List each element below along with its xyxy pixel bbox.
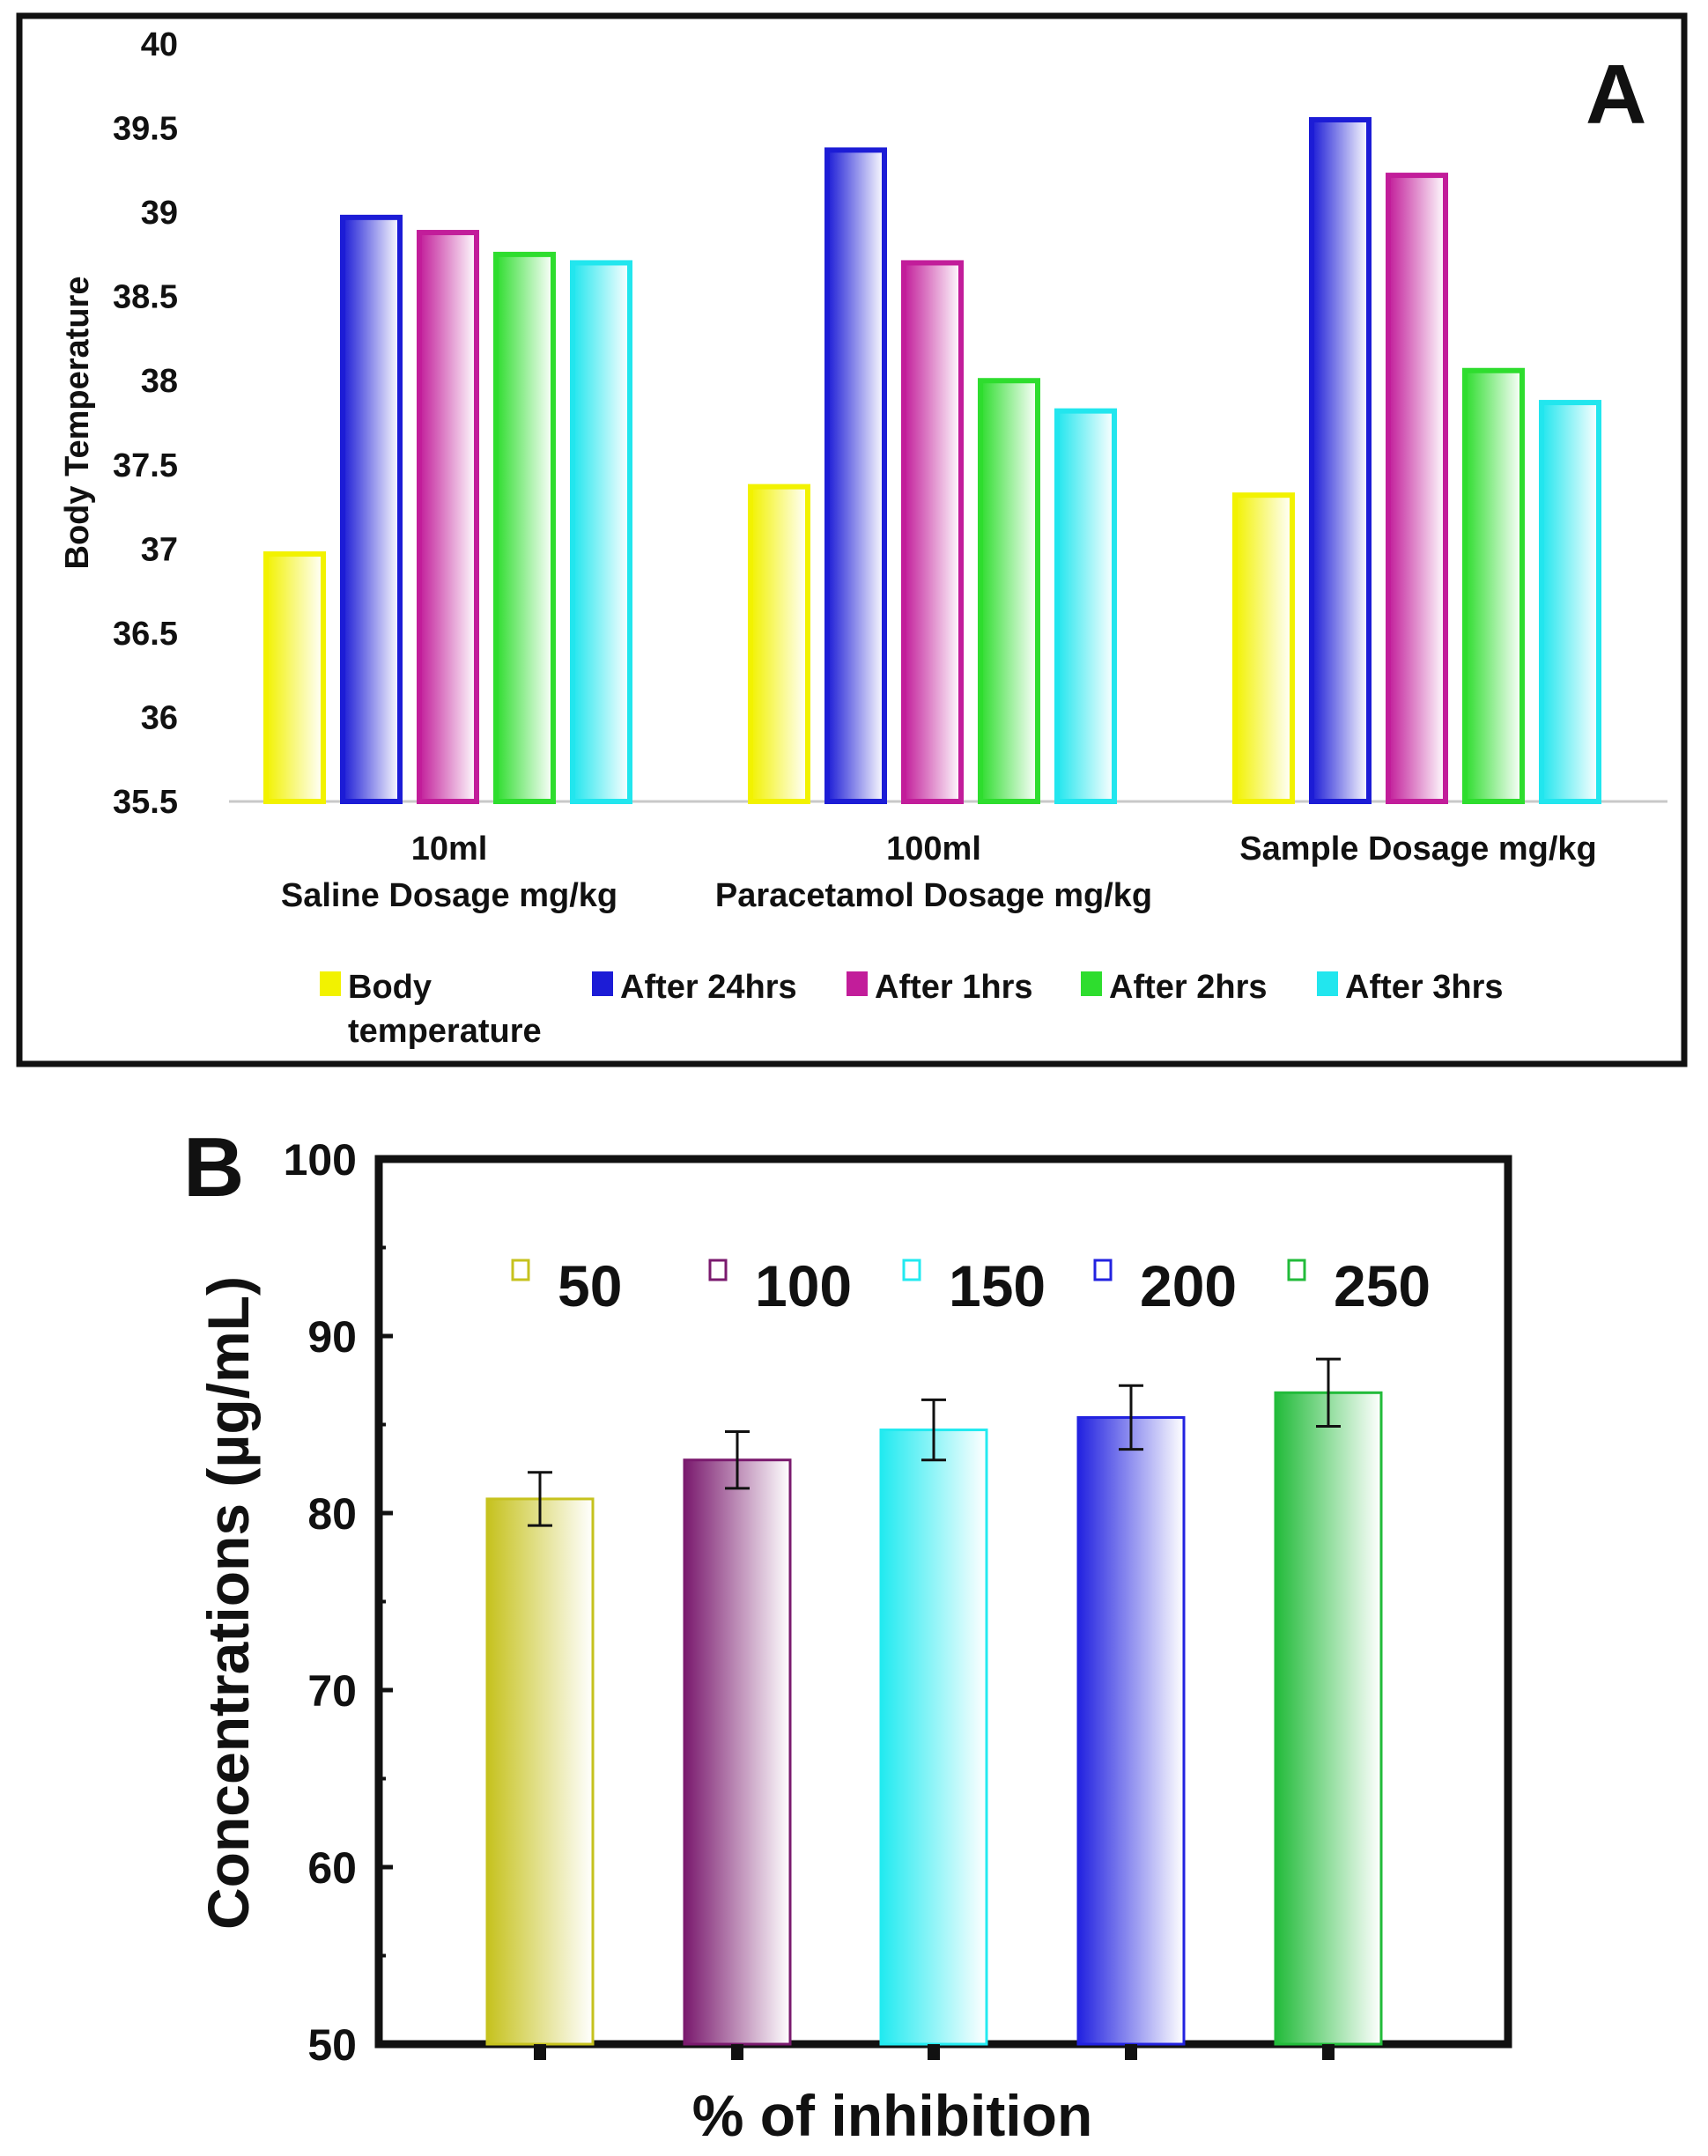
panel-a-legend-line2: temperature [348,1013,542,1050]
panel-b-y-axis-label: Concentrations (µg/mL) [196,1276,261,1930]
panel-b-legend-swatch [1093,1259,1113,1281]
panel-b-bars [485,1357,1383,2060]
panel-b-y-tick-label: 80 [307,1489,357,1539]
panel-b-y-tick-label: 70 [307,1666,357,1716]
panel-a-legend-swatch [847,971,868,996]
panel-b-x-axis-label: % of inhibition [692,2083,1093,2148]
panel-a-y-tick-label: 37 [141,531,178,568]
panel-a-bar [570,260,632,804]
panel-b-legend: 50 100 150 200 250 [511,1253,1431,1318]
panel-a-y-tick-label: 39 [141,195,178,232]
panel-b-legend-entry: 100 [755,1253,852,1318]
panel-b-legend-swatch [902,1259,921,1281]
panel-b-y-tick-label: 50 [307,2020,357,2070]
panel-a-bars [263,117,1601,805]
panel-b-bar [1274,1391,1383,2046]
panel-a-legend: temperature Body After 24hrs After 1hrs Aft… [320,969,1504,1050]
panel-b-legend-entry: 50 [558,1253,622,1318]
panel-a-bar [1232,492,1295,805]
panel-a-y-tick-label: 38.5 [113,279,178,316]
panel-a-legend-entry: After 3hrs [1345,969,1504,1006]
panel-a-bar [901,260,964,804]
panel-b-bar [485,1497,595,2046]
panel-a-bar [340,214,403,805]
panel-a-bar [263,551,326,804]
panel-a-bar [824,147,887,804]
panel-a-legend-swatch [592,971,613,996]
panel-a-label: A [1586,48,1646,142]
panel-a-category-label: Sample Dosage mg/kg [1239,831,1596,868]
panel-b-bar [1076,1415,1186,2046]
panel-a-bar [1309,117,1372,804]
panel-a-y-ticks: 35.5 36 36.5 37 37.5 38 38.5 39 39.5 40 [113,26,178,821]
panel-b-label: B [183,1120,244,1215]
panel-a-category-label: Paracetamol Dosage mg/kg [715,877,1152,914]
panel-a-category-label: 100ml [886,831,981,868]
panel-b-legend-swatch [708,1259,728,1281]
panel-b-legend-entry: 200 [1140,1253,1237,1318]
panel-b: B Concentrations (µg/mL) % of inhibition… [183,1120,1512,2148]
panel-a-y-tick-label: 35.5 [113,784,178,821]
panel-a-legend-swatch [1317,971,1338,996]
panel-b-bar [683,1458,792,2046]
panel-a-categories: 10ml Saline Dosage mg/kg 100ml Paracetamol … [281,831,1597,914]
panel-a-legend-swatch [320,971,341,996]
panel-a-legend-entry: After 2hrs [1109,969,1268,1006]
panel-a-category-label: 10ml [411,831,488,868]
panel-a-bar [1539,400,1601,804]
panel-a-legend-entry: Body [348,969,432,1006]
panel-a-bar [748,484,810,804]
panel-a: A Body Temperature 35.5 36 36.5 37 37.5 38 38.… [16,12,1688,1067]
panel-a-bar [493,251,556,804]
panel-a-y-tick-label: 40 [141,26,178,63]
panel-a-bar [978,378,1040,804]
panel-a-bar [1054,408,1117,804]
panel-b-legend-entry: 150 [949,1253,1046,1318]
panel-b-y-tick-label: 60 [307,1843,357,1893]
panel-b-legend-entry: 250 [1334,1253,1431,1318]
panel-a-bar [417,230,479,804]
panel-b-legend-swatch [1287,1259,1306,1281]
panel-a-legend-entry: After 1hrs [875,969,1033,1006]
panel-a-y-tick-label: 38 [141,363,178,400]
panel-a-category-label: Saline Dosage mg/kg [281,877,617,914]
panel-a-y-axis-label: Body Temperature [59,277,96,570]
panel-b-legend-swatch [511,1259,530,1281]
panel-b-y-ticks: 50 60 70 80 90 100 [284,1135,393,2070]
panel-b-y-tick-label: 100 [284,1135,357,1185]
panel-a-y-tick-label: 36 [141,699,178,736]
panel-a-y-tick-label: 37.5 [113,447,178,484]
panel-b-y-tick-label: 90 [307,1312,357,1362]
panel-a-y-tick-label: 39.5 [113,111,178,148]
panel-a-bar [1462,367,1525,804]
panel-a-legend-swatch [1081,971,1102,996]
panel-b-bar [879,1429,988,2046]
panel-a-bar [1386,173,1448,805]
panel-a-legend-entry: After 24hrs [620,969,797,1006]
panel-a-y-tick-label: 36.5 [113,616,178,653]
